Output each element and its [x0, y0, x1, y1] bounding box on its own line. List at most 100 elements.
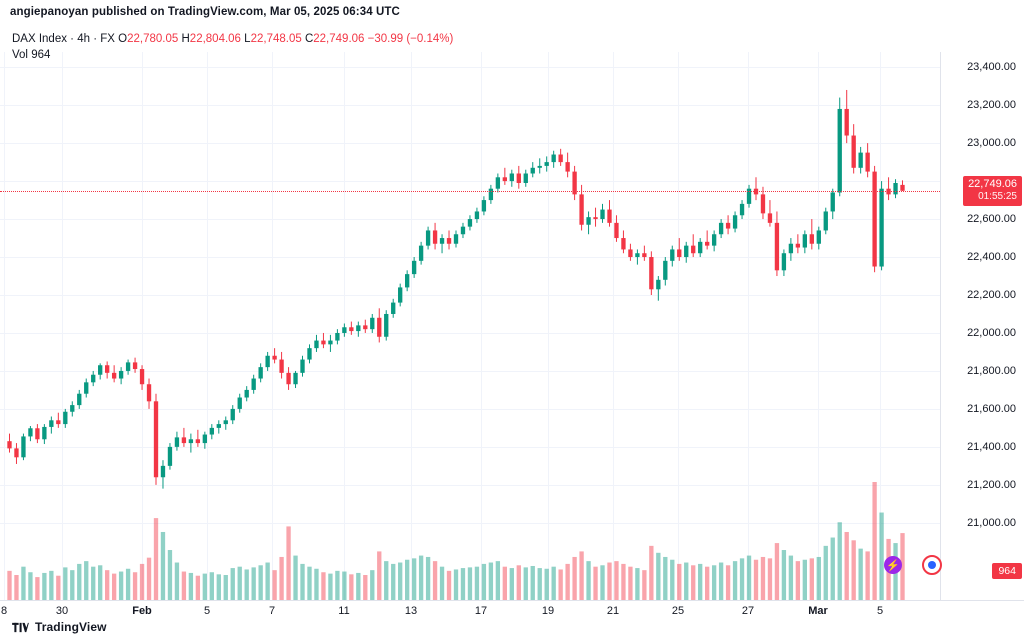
candle-body	[398, 287, 403, 303]
grid-line-horizontal	[0, 522, 940, 524]
volume-bar	[174, 562, 180, 600]
volume-bar	[398, 562, 403, 600]
candle-body	[35, 428, 40, 440]
time-axis[interactable]: 8 30 Feb 5 7 11 13 17 19 21 25 27 Mar 5	[0, 601, 940, 623]
price-tick-label: 23,000.00	[967, 137, 1016, 150]
candle-body	[139, 369, 145, 385]
volume-bar	[370, 570, 375, 600]
grid-line-vertical	[678, 52, 679, 600]
grid-line-vertical	[880, 52, 881, 600]
candle-body	[579, 194, 584, 225]
time-tick-label: 21	[606, 605, 620, 617]
volume-bar	[432, 561, 438, 600]
candle-body	[118, 370, 124, 379]
candle-body	[795, 243, 801, 248]
candle-body	[509, 173, 514, 182]
candle-body	[837, 108, 842, 193]
legend-close-value: 22,749.06	[313, 33, 365, 45]
price-tick-label: 21,400.00	[967, 440, 1016, 453]
volume-bar	[167, 550, 173, 600]
volume-bar	[558, 569, 563, 600]
tradingview-brand: TradingView	[35, 620, 107, 634]
legend-high-label: H	[181, 33, 190, 45]
candle-body	[523, 173, 528, 183]
volume-bar	[223, 575, 228, 600]
candle-body	[872, 171, 877, 267]
volume-bar	[509, 568, 514, 600]
volume-bar	[781, 550, 787, 600]
time-tick-label: 13	[404, 605, 418, 617]
legend-symbol[interactable]: DAX Index	[12, 33, 67, 45]
price-tick-label: 23,400.00	[967, 61, 1016, 74]
candle-body	[858, 152, 863, 168]
grid-line-horizontal	[0, 408, 940, 410]
volume-bar	[739, 558, 745, 600]
candle-body	[739, 203, 745, 216]
volume-bar	[677, 563, 682, 600]
volume-bar	[342, 571, 347, 600]
candle-body	[851, 135, 856, 168]
volume-bar	[551, 566, 556, 600]
candle-body	[593, 217, 598, 220]
candle-body	[411, 260, 417, 275]
candle-body	[600, 209, 605, 220]
candle-body	[691, 245, 696, 254]
candle-body	[572, 171, 577, 195]
legend-volume-value: 964	[31, 49, 51, 61]
candle-body	[718, 222, 724, 235]
candle-body	[502, 177, 507, 182]
volume-bar	[879, 512, 884, 600]
volume-bar	[425, 556, 431, 600]
target-icon[interactable]	[922, 555, 942, 575]
price-chart-plot[interactable]	[0, 52, 940, 600]
volume-bar	[823, 545, 828, 600]
candle-body	[698, 241, 703, 254]
candle-body	[391, 302, 396, 314]
candle-body	[628, 249, 633, 258]
volume-bar	[105, 570, 110, 600]
candle-body	[893, 182, 898, 195]
last-price-value: 22,749.06	[968, 177, 1017, 190]
volume-bar	[28, 572, 33, 600]
candle-body	[544, 162, 549, 166]
volume-bar	[900, 533, 905, 600]
candle-body	[7, 441, 12, 449]
candle-body	[439, 238, 445, 244]
volume-bar	[642, 570, 647, 600]
price-axis[interactable]: 23,400.0023,200.0023,000.0022,800.0022,6…	[941, 52, 1024, 600]
volume-bar	[830, 537, 835, 600]
candle-body	[642, 253, 647, 258]
grid-line-vertical	[207, 52, 208, 600]
candle-body	[481, 200, 487, 212]
grid-line-horizontal	[0, 105, 940, 107]
volume-bar	[321, 572, 326, 600]
volume-bar	[356, 572, 361, 600]
volume-bar	[202, 573, 207, 600]
candle-body	[98, 365, 103, 375]
chart-legend: DAX Index · 4h · FX O22,780.05 H22,804.0…	[12, 33, 454, 61]
candle-body	[14, 448, 19, 458]
grid-line-vertical	[4, 52, 5, 600]
volume-bar	[237, 566, 242, 600]
volume-bar	[160, 531, 166, 600]
legend-interval[interactable]: 4h	[77, 33, 91, 45]
volume-bar	[265, 562, 270, 600]
grid-line-vertical	[613, 52, 614, 600]
volume-bar	[656, 552, 661, 600]
volume-bar	[753, 559, 759, 600]
candle-body	[656, 279, 661, 290]
time-tick-label: 30	[55, 605, 69, 617]
candle-body	[125, 362, 131, 371]
candle-body	[258, 367, 263, 379]
volume-bar	[711, 565, 717, 600]
grid-line-horizontal	[0, 332, 940, 334]
candle-body	[460, 226, 466, 235]
volume-bar	[572, 556, 577, 600]
flash-icon[interactable]: ⚡	[884, 556, 902, 574]
volume-bar	[698, 563, 703, 600]
volume-bar	[42, 572, 47, 600]
volume-bar	[467, 567, 473, 600]
candlestick-series	[7, 89, 905, 600]
legend-open-label: O	[118, 33, 128, 45]
volume-bar	[635, 568, 640, 600]
